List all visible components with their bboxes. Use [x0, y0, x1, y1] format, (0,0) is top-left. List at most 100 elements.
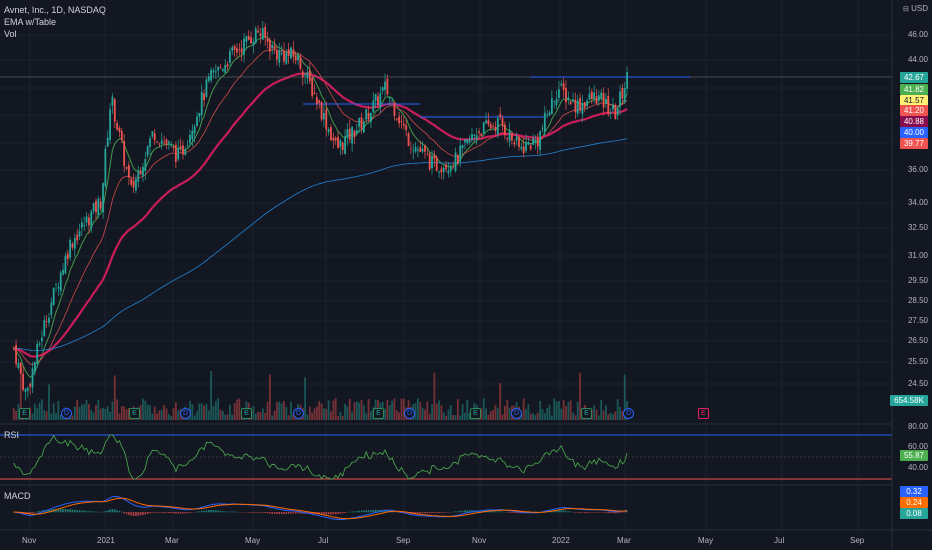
ema-indicator-label[interactable]: EMA w/Table — [4, 17, 57, 27]
candle-body — [259, 33, 262, 36]
volume-bar — [555, 401, 558, 420]
macd-histogram-bar — [339, 512, 342, 514]
macd-histogram-bar — [287, 512, 290, 514]
macd-histogram-bar — [332, 512, 335, 515]
volume-bar — [292, 414, 295, 420]
macd-histogram-bar — [614, 512, 617, 514]
volume-bar — [362, 405, 365, 420]
macd-histogram-bar — [205, 510, 208, 513]
candle-body — [616, 108, 619, 116]
volume-bar — [548, 404, 551, 420]
volume-bar — [15, 410, 17, 420]
candle-body — [69, 239, 72, 258]
candle-body — [348, 128, 351, 140]
candle-body — [172, 146, 175, 148]
time-tick: Mar — [617, 536, 631, 545]
price-tick: 44.00 — [907, 55, 928, 64]
rsi-label[interactable]: RSI — [4, 430, 20, 440]
macd-histogram-bar — [224, 511, 227, 513]
candle-body — [597, 95, 600, 101]
macd-histogram-bar — [445, 512, 447, 513]
volume-bar — [207, 410, 210, 420]
macd-histogram-bar — [506, 512, 509, 513]
candle-body — [71, 243, 74, 248]
candle-body — [402, 123, 405, 126]
macd-histogram-bar — [146, 512, 149, 514]
candle-body — [438, 171, 440, 173]
candle-body — [144, 159, 147, 172]
price-tick: 24.50 — [907, 379, 928, 388]
candle-body — [109, 109, 111, 140]
candle-body — [200, 92, 203, 115]
earnings-marker[interactable]: E — [581, 408, 592, 419]
volume-badge: 654.58K — [890, 395, 928, 406]
candle-body — [127, 165, 130, 178]
candle-body — [424, 145, 426, 152]
dividend-marker[interactable]: D — [623, 408, 634, 419]
candle-body — [62, 269, 64, 275]
rsi-value-badge: 55.87 — [900, 450, 928, 461]
macd-label[interactable]: MACD — [4, 491, 31, 501]
candle-body — [210, 69, 213, 81]
time-tick: Mar — [165, 536, 179, 545]
volume-bar — [569, 400, 572, 420]
macd-histogram-bar — [62, 509, 64, 513]
ema-line — [13, 138, 628, 352]
earnings-marker[interactable]: E — [470, 408, 481, 419]
volume-bar — [503, 405, 506, 420]
volume-bar — [254, 413, 257, 420]
candle-body — [475, 135, 478, 139]
earnings-marker[interactable]: E — [241, 408, 252, 419]
earnings-marker[interactable]: E — [129, 408, 140, 419]
volume-bar — [508, 407, 511, 420]
macd-histogram-bar — [240, 512, 243, 513]
candle-body — [560, 83, 563, 86]
macd-histogram-bar — [581, 512, 584, 513]
candle-body — [468, 139, 471, 143]
candle-body — [214, 71, 217, 73]
volume-bar — [170, 415, 173, 420]
volume-bar — [496, 407, 499, 420]
volume-bar — [12, 408, 15, 420]
candle-body — [45, 321, 48, 322]
earnings-marker[interactable]: E — [698, 408, 709, 419]
macd-histogram-bar — [341, 512, 344, 514]
symbol-title[interactable]: Avnet, Inc., 1D, NASDAQ — [4, 5, 106, 15]
volume-bar — [431, 404, 433, 420]
candle-body — [539, 131, 542, 150]
candle-body — [19, 363, 22, 374]
volume-bar — [41, 399, 43, 420]
volume-bar — [442, 412, 445, 420]
dividend-marker[interactable]: D — [511, 408, 522, 419]
dividend-marker[interactable]: D — [293, 408, 304, 419]
macd-histogram-bar — [586, 512, 588, 513]
candle-body — [586, 100, 589, 107]
macd-histogram-bar — [179, 512, 182, 514]
volume-bar — [391, 400, 393, 420]
candle-body — [440, 168, 443, 173]
dividend-marker[interactable]: D — [180, 408, 191, 419]
volume-bar — [233, 403, 236, 420]
macd-badge: 0.24 — [900, 497, 928, 508]
volume-indicator-label[interactable]: Vol — [4, 29, 17, 39]
volume-bar — [48, 384, 50, 420]
candle-body — [508, 130, 511, 142]
macd-histogram-bar — [45, 509, 48, 513]
volume-bar — [252, 406, 255, 420]
currency-label[interactable]: ⊟ USD — [903, 4, 928, 13]
volume-bar — [308, 406, 311, 420]
macd-histogram-bar — [494, 511, 497, 513]
earnings-marker[interactable]: E — [373, 408, 384, 419]
dividend-marker[interactable]: D — [404, 408, 415, 419]
candle-body — [337, 136, 339, 149]
volume-bar — [78, 407, 81, 420]
price-tick: 34.00 — [907, 198, 928, 207]
candle-body — [217, 66, 220, 71]
macd-histogram-bar — [464, 510, 466, 513]
candle-body — [536, 138, 539, 147]
dividend-marker[interactable]: D — [61, 408, 72, 419]
volume-bar — [50, 413, 53, 420]
earnings-marker[interactable]: E — [19, 408, 30, 419]
volume-bar — [273, 410, 276, 420]
